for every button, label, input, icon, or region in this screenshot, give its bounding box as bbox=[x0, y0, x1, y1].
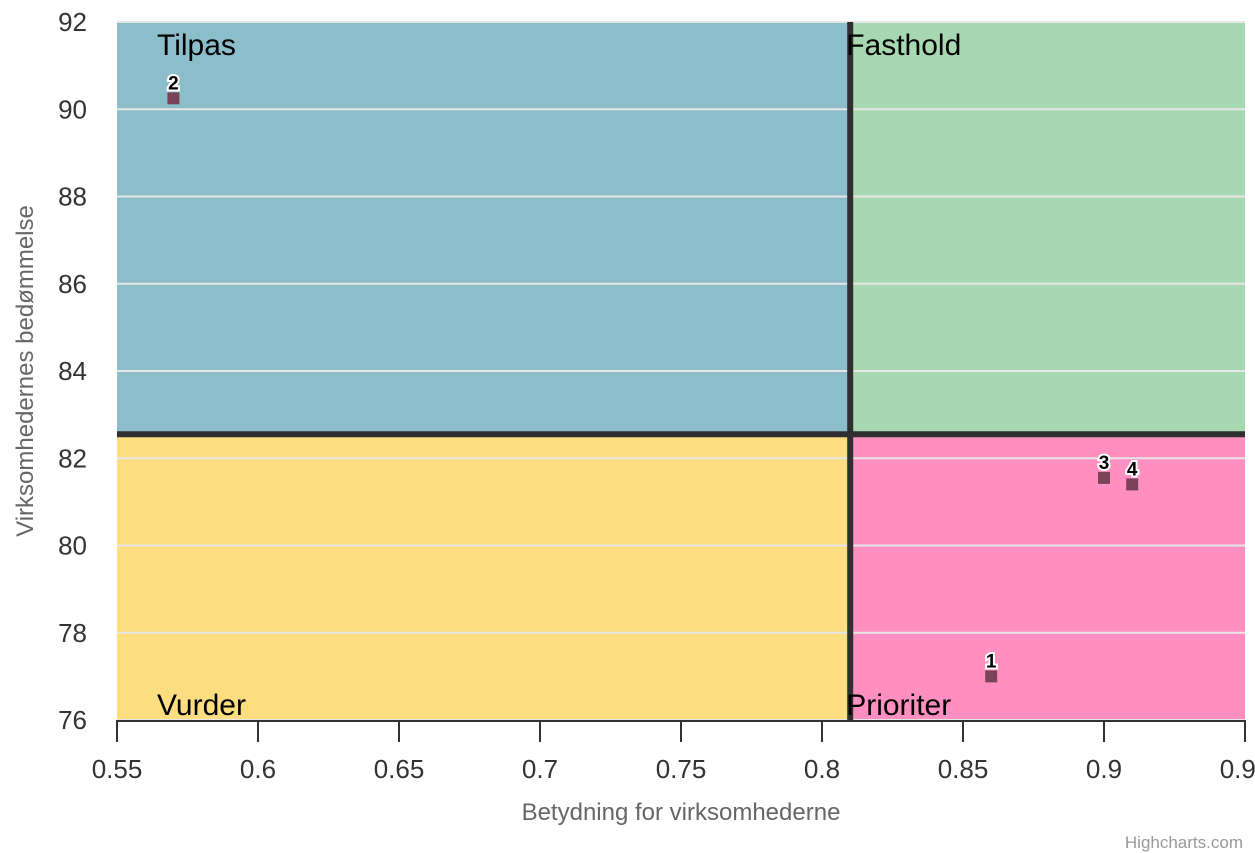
x-tick-label-0.95: 0.95 bbox=[1220, 754, 1255, 784]
x-axis: 0.55 0.6 0.65 0.7 0.75 0.8 0.85 0.9 0.95 bbox=[92, 720, 1255, 784]
point-marker-3[interactable] bbox=[1098, 471, 1110, 484]
y-tick-label-78: 78 bbox=[58, 618, 87, 648]
point-label-2: 2 bbox=[168, 73, 179, 94]
y-tick-label-84: 84 bbox=[58, 356, 87, 386]
y-tick-label-92: 92 bbox=[58, 7, 87, 37]
data-points: 1 2 3 4 bbox=[166, 71, 1140, 683]
point-label-1: 1 bbox=[986, 651, 997, 672]
quadrant-label-bottom-left: Vurder bbox=[157, 689, 246, 722]
x-axis-title: Betydning for virksomhederne bbox=[522, 799, 841, 826]
quadrant-backgrounds bbox=[117, 22, 1245, 720]
quadrant-label-top-left: Tilpas bbox=[157, 29, 236, 62]
quadrant-dividers bbox=[117, 22, 1245, 720]
quadrant-label-top-right: Fasthold bbox=[846, 29, 961, 62]
quadrant-top-right bbox=[850, 22, 1245, 435]
quadrant-label-bottom-right: Prioriter bbox=[846, 689, 951, 722]
x-tick-label-0.55: 0.55 bbox=[92, 754, 143, 784]
y-tick-label-86: 86 bbox=[58, 269, 87, 299]
x-tick-label-0.8: 0.8 bbox=[804, 754, 840, 784]
x-tick-label-0.9: 0.9 bbox=[1086, 754, 1122, 784]
x-tick-label-0.65: 0.65 bbox=[374, 754, 425, 784]
point-label-4: 4 bbox=[1127, 459, 1138, 480]
y-axis-title: Virksomhedernes bedømmelse bbox=[12, 205, 39, 537]
quadrant-bottom-right bbox=[850, 434, 1245, 720]
credits-link[interactable]: Highcharts.com bbox=[1125, 833, 1243, 852]
point-marker-2[interactable] bbox=[167, 92, 180, 105]
point-marker-1[interactable] bbox=[985, 670, 998, 683]
quadrant-bottom-left bbox=[117, 434, 851, 720]
y-tick-label-82: 82 bbox=[58, 443, 87, 473]
quadrant-top-left bbox=[117, 22, 851, 435]
quadrant-labels: Tilpas Fasthold Vurder Prioriter bbox=[157, 29, 961, 722]
y-tick-label-88: 88 bbox=[58, 182, 87, 212]
x-tick-label-0.75: 0.75 bbox=[656, 754, 707, 784]
x-tick-label-0.6: 0.6 bbox=[240, 754, 276, 784]
point-label-3: 3 bbox=[1099, 453, 1110, 474]
x-tick-label-0.7: 0.7 bbox=[522, 754, 558, 784]
x-tick-label-0.85: 0.85 bbox=[938, 754, 989, 784]
point-marker-4[interactable] bbox=[1126, 478, 1139, 491]
y-tick-label-90: 90 bbox=[58, 94, 87, 124]
y-tick-label-76: 76 bbox=[58, 705, 87, 735]
y-axis-labels: 76 78 80 82 84 86 88 90 92 bbox=[58, 7, 87, 735]
y-tick-label-80: 80 bbox=[58, 531, 87, 561]
